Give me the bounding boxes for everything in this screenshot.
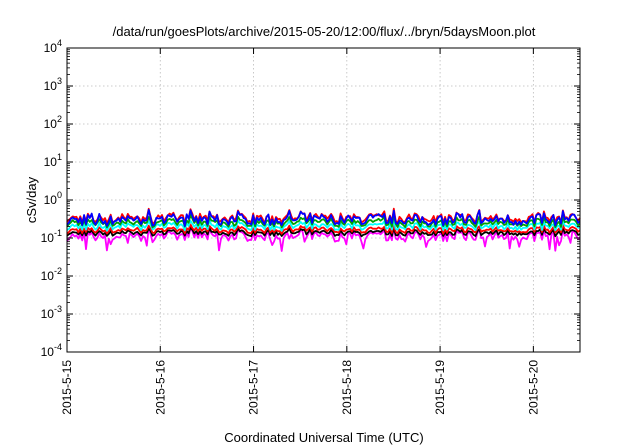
y-tick-label: 101 xyxy=(44,152,62,169)
series-line xyxy=(66,218,581,232)
series-lines xyxy=(66,207,581,252)
x-tick-label: 2015-5-19 xyxy=(433,360,447,415)
x-tick-label: 2015-5-17 xyxy=(247,360,261,415)
x-tick-label: 2015-5-20 xyxy=(526,360,540,415)
y-axis-label: cSv/day xyxy=(24,176,39,223)
x-tick-label: 2015-5-15 xyxy=(60,360,74,415)
y-tick-label: 10-2 xyxy=(41,266,62,283)
x-axis-label: Coordinated Universal Time (UTC) xyxy=(224,430,423,445)
series-line xyxy=(66,213,581,229)
y-tick-label: 103 xyxy=(44,76,62,93)
y-tick-label: 102 xyxy=(44,114,62,131)
y-tick-label: 10-4 xyxy=(41,342,62,359)
y-tick-label: 100 xyxy=(44,190,62,207)
y-tick-label: 104 xyxy=(44,38,62,55)
chart-title: /data/run/goesPlots/archive/2015-05-20/1… xyxy=(113,24,536,39)
x-tick-label: 2015-5-16 xyxy=(153,360,167,415)
series-line xyxy=(66,226,581,252)
y-tick-label: 10-3 xyxy=(41,304,62,321)
series-line xyxy=(66,226,581,238)
y-axis: 10-4 10-3 10-2 10-1 100 101 102 103 104 xyxy=(41,38,580,359)
grid xyxy=(66,47,580,353)
series-line xyxy=(66,223,581,235)
x-axis: 2015-5-15 2015-5-16 2015-5-17 2015-5-18 2015… xyxy=(60,48,540,415)
x-tick-label: 2015-5-18 xyxy=(340,360,354,415)
y-tick-label: 10-1 xyxy=(41,228,62,245)
series-line xyxy=(66,208,581,228)
